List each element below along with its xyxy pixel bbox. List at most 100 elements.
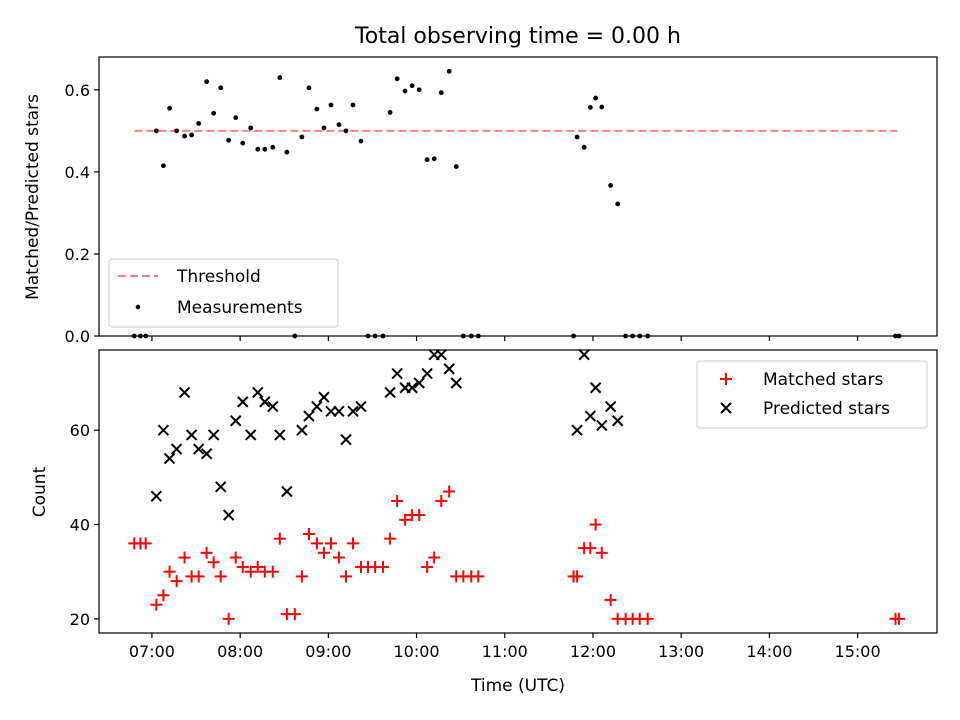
x-axis-label: Time (UTC) [470,676,565,696]
predicted-star-point [267,400,279,413]
matched-star-point [589,518,602,531]
matched-star-point [413,509,426,522]
matched-star-point [236,560,249,573]
predicted-star-point [571,424,583,436]
measurement-point [299,134,305,140]
measurement-point [615,201,621,207]
matched-star-point [170,575,183,588]
predicted-star-point [252,386,264,399]
bottom-x-tick-label: 09:00 [305,642,351,661]
predicted-star-point [157,424,170,436]
predicted-star-point [333,405,345,418]
measurement-point [424,157,430,162]
measurement-point [277,75,283,80]
top-axes-frame [98,56,938,337]
bottom-x-tick-label: 15:00 [835,642,881,661]
bottom-axes-frame [98,349,938,634]
measurement-point [438,90,444,96]
measurement-point [581,144,587,150]
predicted-star-point [237,396,249,408]
matched-star-point [178,551,191,564]
bottom-y-tick-label: 40 [70,516,90,535]
bottom-x-tick-label: 07:00 [129,642,175,661]
predicted-star-point [450,377,462,389]
measurement-point [431,156,437,162]
predicted-star-point [611,415,624,427]
matched-star-point [229,551,242,564]
matched-star-point [273,532,286,545]
matched-star-point [595,546,608,559]
measurement-point [196,121,202,126]
predicted-star-point [311,400,323,413]
top-y-tick-label: 0.2 [65,245,90,264]
matched-star-point [347,537,360,550]
legend-measurements-label: Measurements [177,298,303,318]
matched-star-point [317,546,330,559]
matched-star-point [302,527,315,540]
bottom-y-tick-label: 20 [70,610,90,629]
predicted-star-point [578,349,590,361]
top-y-tick-label: 0.6 [65,81,90,100]
measurement-point [262,146,268,152]
measurement-point [321,125,327,131]
predicted-star-point [391,367,403,380]
measurement-point [248,125,254,131]
predicted-star-point [150,490,163,502]
measurement-point [226,137,232,143]
matched-star-point [244,565,257,578]
predicted-star-point [178,386,191,399]
predicted-star-point [347,405,359,418]
matched-star-point [893,612,906,625]
matched-star-point [251,560,264,573]
predicted-star-point [406,382,418,394]
matched-star-point [377,560,390,573]
bottom-y-tick-label: 60 [70,421,90,440]
measurement-point [182,133,187,139]
top-legend-box [108,258,339,328]
predicted-star-point [435,349,447,361]
predicted-star-point [185,429,198,441]
bottom-x-tick-label: 12:00 [570,642,616,661]
matched-star-point [192,570,205,583]
measurement-point [343,128,349,134]
predicted-star-point [584,410,597,422]
bottom-panel: 20 40 60 07:00 08:00 09:00 10:00 11:00 12:00 13:… [30,349,938,696]
matched-star-point [571,570,584,583]
measurement-point [453,164,459,169]
measurement-point [284,149,290,155]
matched-star-point [295,570,308,583]
matched-star-point [310,537,323,550]
top-y-tick-label: 0.4 [65,163,90,182]
top-y-ticks: 0.0 0.2 0.4 0.6 [65,81,99,346]
measurement-point [387,109,393,115]
matched-star-point [266,565,279,578]
measurement-point [402,88,408,94]
top-y-axis-label: Matched/Predicted stars [23,94,43,300]
matched-star-point [139,537,152,550]
measurement-point [174,128,180,134]
matched-star-point [200,546,213,559]
matched-star-point [641,612,654,625]
bottom-legend: Matched stars Predicted stars [696,360,928,429]
measurement-point [153,128,159,134]
measurement-point [233,115,239,121]
bottom-x-tick-label: 13:00 [658,642,704,661]
measurement-point [599,104,605,110]
predicted-star-point [589,382,602,394]
predicted-star-point [340,433,352,446]
predicted-star-point [245,429,257,441]
measurement-point [336,122,342,128]
measurement-point [160,163,166,169]
bottom-y-ticks: 20 40 60 [70,421,99,629]
matched-star-point [399,513,412,526]
predicted-star-point [384,386,396,399]
measurement-point [574,134,580,140]
legend-predicted-swatch [720,402,732,414]
matched-star-point [163,565,176,578]
measurement-point [167,105,172,111]
matched-star-point [288,608,301,621]
matched-star-point [222,612,235,625]
measurement-point [204,79,210,85]
measurement-point [446,68,452,74]
